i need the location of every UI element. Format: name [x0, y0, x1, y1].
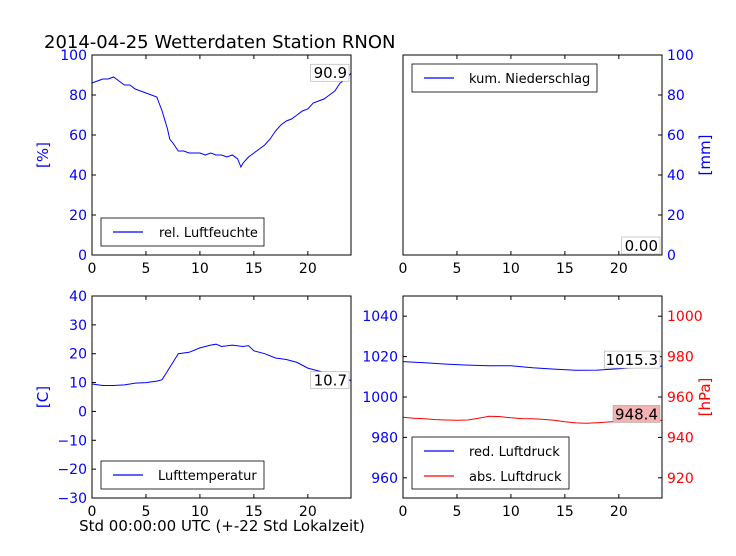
- humidity-ytick-label: 0: [78, 248, 87, 264]
- pressure-ytick-label: 940: [667, 430, 694, 446]
- temperature-axes-frame: [91, 295, 352, 499]
- pressure-ytick-label: 1000: [667, 309, 703, 325]
- humidity-series-line-0: [91, 72, 352, 169]
- pressure-ytick-label: 1040: [362, 309, 398, 325]
- pressure-ytick-label: 960: [667, 390, 694, 406]
- precip-ytick-label: 60: [667, 128, 685, 144]
- temperature-ytick-label: 30: [69, 318, 87, 334]
- humidity-ytick-label: 40: [69, 168, 87, 184]
- humidity-ytick-label: 100: [60, 48, 87, 64]
- figure-title: 2014-04-25 Wetterdaten Station RNON: [44, 32, 395, 53]
- precip-ytick-label: 80: [667, 88, 685, 104]
- pressure-last-value-label: 948.4: [615, 405, 658, 423]
- temperature-series-line-0: [91, 343, 352, 386]
- temperature-xtick-label: 10: [191, 504, 209, 520]
- pressure-xtick-label: 0: [399, 504, 408, 520]
- humidity-xtick-label: 10: [191, 261, 209, 277]
- precip-legend-label: kum. Niederschlag: [469, 72, 590, 87]
- temperature-ytick-label: −20: [57, 462, 87, 478]
- pressure-ytick-label: 980: [667, 350, 694, 366]
- pressure-ytick-label: 1020: [362, 350, 398, 366]
- precip-xtick-label: 10: [502, 261, 520, 277]
- pressure-last-value-label: 1015.3: [606, 351, 659, 369]
- pressure-ytick-label: 920: [667, 471, 694, 487]
- humidity-legend-label: rel. Luftfeuchte: [159, 226, 258, 241]
- temperature-last-value-label: 10.7: [314, 372, 347, 390]
- humidity-xtick-label: 15: [245, 261, 263, 277]
- pressure-ytick-label: 980: [371, 430, 398, 446]
- temperature-ytick-label: 10: [69, 376, 87, 392]
- pressure-xtick-label: 10: [502, 504, 520, 520]
- precip-ytick-label: 100: [667, 48, 694, 64]
- precip-ytick-label: 20: [667, 208, 685, 224]
- temperature-ytick-label: 0: [78, 404, 87, 420]
- pressure-series-line-0: [402, 361, 663, 371]
- precip-ytick-label: 0: [667, 248, 676, 264]
- pressure-xtick-label: 15: [556, 504, 574, 520]
- pressure-ytick-label: 1000: [362, 390, 398, 406]
- humidity-ytick-label: 60: [69, 128, 87, 144]
- precip-y-axis-label: [mm]: [696, 135, 714, 176]
- temperature-last-value-box: [310, 371, 350, 389]
- precip-xtick-label: 20: [610, 261, 628, 277]
- humidity-ytick-label: 20: [69, 208, 87, 224]
- pressure-legend-label: abs. Luftdruck: [469, 470, 562, 485]
- pressure-xtick-label: 5: [452, 504, 461, 520]
- temperature-subplot: 0 5 10 15 20 −30 −20 −10 0 10 20 30 40 [C] 10.7 Lufttem…: [34, 289, 352, 520]
- temperature-xtick-label: 15: [245, 504, 263, 520]
- pressure-xtick-label: 20: [610, 504, 628, 520]
- pressure-legend-box: [411, 436, 570, 490]
- precip-xtick-label: 0: [399, 261, 408, 277]
- humidity-ytick-label: 80: [69, 88, 87, 104]
- humidity-xtick-label: 20: [299, 261, 317, 277]
- temperature-xtick-label: 20: [299, 504, 317, 520]
- precip-last-value-box: [621, 236, 661, 255]
- pressure-subplot: 0 5 10 15 20 960 980 1000 1020 1040 920 940 960 980 10…: [362, 295, 714, 520]
- pressure-ytick-label: 960: [371, 471, 398, 487]
- x-axis-label: Std 00:00:00 UTC (+-22 Std Lokalzeit): [79, 517, 365, 535]
- temperature-xtick-label: 0: [88, 504, 97, 520]
- temperature-xtick-label: 5: [141, 504, 150, 520]
- temperature-ytick-label: −30: [57, 491, 87, 507]
- precip-last-value-label: 0.00: [625, 237, 658, 255]
- humidity-axes-frame: [91, 54, 352, 256]
- temperature-ytick-label: 20: [69, 347, 87, 363]
- temperature-ytick-label: 40: [69, 289, 87, 305]
- humidity-subplot: 0 5 10 15 20 0 20 40 60 80 100 [%] 90.9 rel. Luftfeuc…: [34, 48, 352, 277]
- precip-subplot: 0 5 10 15 20 0 20 40 60 80 100 [mm] 0.00 kum. Nieders…: [399, 48, 714, 277]
- temperature-ytick-label: −10: [57, 433, 87, 449]
- humidity-y-axis-label: [%]: [34, 142, 52, 168]
- humidity-last-value-box: [310, 63, 350, 82]
- precip-xtick-label: 5: [452, 261, 461, 277]
- humidity-xtick-label: 0: [88, 261, 97, 277]
- humidity-xtick-label: 5: [141, 261, 150, 277]
- precip-axes-frame: [402, 54, 663, 256]
- temperature-y-axis-label: [C]: [34, 386, 52, 408]
- precip-ytick-label: 40: [667, 168, 685, 184]
- pressure-last-value-box: [612, 405, 661, 423]
- precip-xtick-label: 15: [556, 261, 574, 277]
- pressure-y-axis-label: [hPa]: [696, 378, 714, 417]
- humidity-last-value-label: 90.9: [314, 64, 347, 82]
- pressure-last-value-box: [604, 350, 661, 369]
- pressure-legend-label: red. Luftdruck: [469, 445, 560, 460]
- temperature-legend-label: Lufttemperatur: [158, 469, 257, 484]
